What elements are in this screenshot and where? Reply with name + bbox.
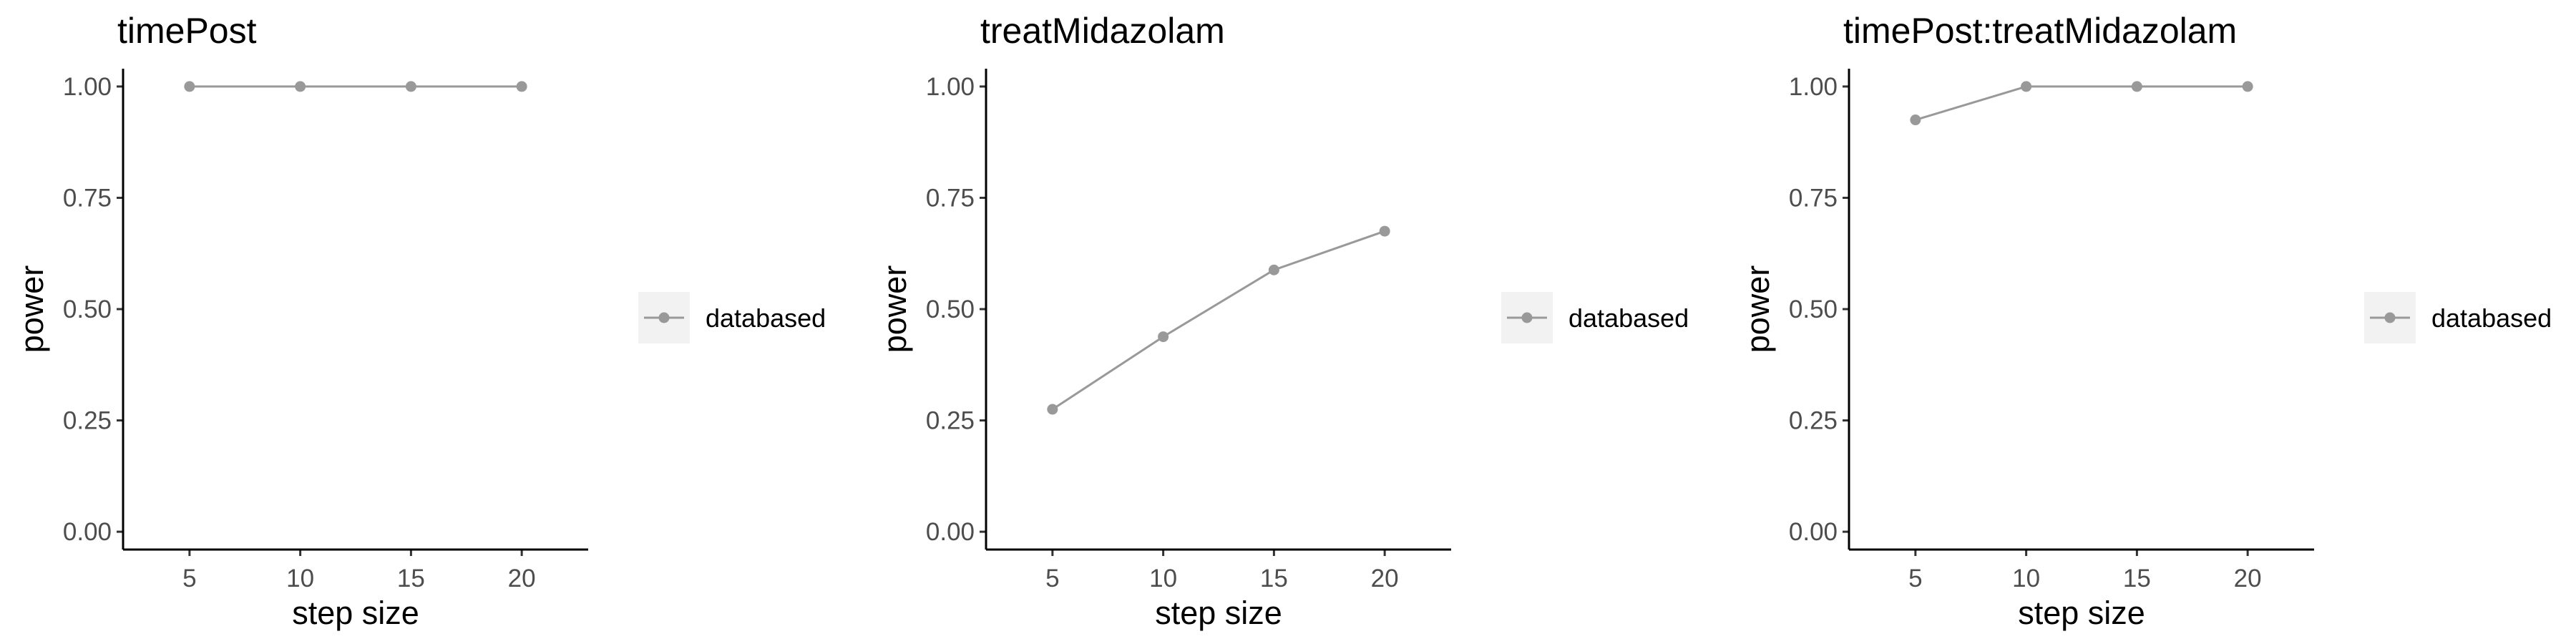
series-line-databased — [1052, 230, 1385, 411]
panel-title: timePost — [117, 11, 257, 51]
legend-key-point — [1521, 312, 1533, 323]
data-point — [295, 81, 306, 92]
data-point — [184, 81, 195, 92]
y-tick-label: 0.00 — [926, 518, 975, 546]
x-tick-label: 20 — [1371, 565, 1399, 592]
y-tick-label: 0.25 — [63, 407, 112, 435]
y-tick-label: 0.00 — [1789, 518, 1838, 546]
data-point — [1268, 264, 1279, 275]
y-tick-label: 0.50 — [926, 296, 975, 323]
data-point — [1047, 404, 1058, 415]
y-tick-label: 1.00 — [926, 73, 975, 101]
data-point — [405, 81, 416, 92]
y-axis-title: power — [14, 265, 50, 353]
x-tick-label: 15 — [397, 565, 425, 592]
panel-title: timePost:treatMidazolam — [1843, 11, 2237, 51]
data-point — [1910, 114, 1921, 126]
y-tick-label: 1.00 — [1789, 73, 1838, 101]
x-tick-label: 10 — [1149, 565, 1177, 592]
y-axis-title: power — [1740, 265, 1776, 353]
series-line-databased — [1915, 85, 2248, 122]
y-tick-label: 0.25 — [1789, 407, 1838, 435]
tick-layer: 0.00 0.25 0.50 0.75 1.00 5 10 15 20 — [63, 73, 536, 592]
legend: databased — [638, 292, 826, 343]
y-tick-label: 0.75 — [926, 184, 975, 212]
panel-title: treatMidazolam — [980, 11, 1225, 51]
data-point — [1379, 225, 1390, 237]
legend-label: databased — [706, 303, 826, 333]
legend-label: databased — [1568, 303, 1689, 333]
series-layer — [1910, 81, 2253, 126]
y-tick-label: 0.00 — [63, 518, 112, 546]
data-point — [2131, 81, 2142, 92]
y-tick-label: 0.75 — [1789, 184, 1838, 212]
x-tick-label: 5 — [182, 565, 196, 592]
x-tick-label: 20 — [2234, 565, 2262, 592]
panel-1: timePost power step size 0.00 0.25 0.50 0.7… — [14, 11, 826, 631]
x-axis-title: step size — [2018, 595, 2145, 631]
legend-label: databased — [2431, 303, 2552, 333]
x-tick-label: 20 — [508, 565, 536, 592]
legend-key-point — [2384, 312, 2396, 323]
x-axis-title: step size — [292, 595, 419, 631]
x-tick-label: 5 — [1045, 565, 1059, 592]
data-point — [2242, 81, 2253, 92]
y-tick-label: 0.50 — [63, 296, 112, 323]
x-tick-label: 15 — [2123, 565, 2151, 592]
y-tick-label: 0.50 — [1789, 296, 1838, 323]
legend-key-point — [658, 312, 670, 323]
y-tick-label: 0.25 — [926, 407, 975, 435]
data-point — [2021, 81, 2032, 92]
x-axis-title: step size — [1155, 595, 1282, 631]
legend: databased — [2364, 292, 2552, 343]
x-tick-label: 5 — [1908, 565, 1922, 592]
data-point — [516, 81, 527, 92]
y-tick-label: 1.00 — [63, 73, 112, 101]
legend: databased — [1501, 292, 1689, 343]
series-layer — [184, 81, 527, 92]
x-tick-label: 10 — [2012, 565, 2040, 592]
x-tick-label: 10 — [286, 565, 314, 592]
panel-3: timePost:treatMidazolam power step size … — [1740, 11, 2552, 631]
series-layer — [1047, 225, 1390, 415]
y-tick-label: 0.75 — [63, 184, 112, 212]
y-axis-title: power — [877, 265, 913, 353]
panel-2: treatMidazolam power step size 0.000.250… — [877, 11, 1689, 631]
tick-layer: 0.00 0.25 0.50 0.75 1.00 5 10 15 20 — [926, 73, 1399, 592]
x-tick-label: 15 — [1260, 565, 1288, 592]
data-point — [1158, 331, 1169, 343]
